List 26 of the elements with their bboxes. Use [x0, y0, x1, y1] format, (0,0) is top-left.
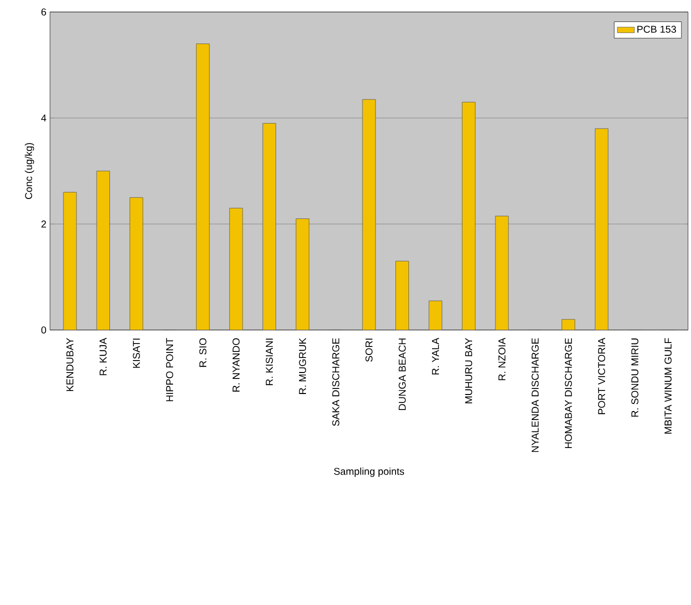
x-tick-label: PORT VICTORIA: [598, 338, 606, 414]
y-tick-label: 0: [41, 326, 46, 334]
x-tick-label: KENDUBAY: [66, 338, 74, 392]
y-tick-label: 6: [41, 8, 46, 16]
x-tick-label: R. MUGRUK: [299, 338, 306, 394]
x-tick-label: HOMABAY DISCHARGE: [564, 338, 572, 448]
x-tick-label: SORI: [365, 338, 373, 362]
x-tick-label: R. SONDU MIRIU: [631, 338, 638, 417]
x-tick-label: HIPPO POINT: [166, 338, 174, 402]
x-tick-label: R. NYANDO: [232, 338, 240, 392]
y-tick-label: 4: [41, 114, 46, 122]
x-tick-label: SAKA DISCHARGE: [332, 338, 340, 426]
x-tick-label: MBITA WINUM GULF: [664, 338, 672, 434]
x-axis-title: Sampling points: [334, 468, 404, 477]
x-tick-label: R. KISIANI: [266, 338, 273, 386]
x-tick-label: R. NZOIA: [498, 338, 506, 380]
y-tick-label: 2: [41, 220, 46, 228]
x-tick-label: R. YALA: [432, 338, 439, 374]
x-tick-label: MUHURU BAY: [465, 338, 472, 404]
legend-label: PCB 153: [637, 26, 676, 33]
x-tick-label: R. SIO: [199, 338, 206, 367]
x-tick-label: KISATI: [132, 338, 140, 368]
x-tick-label: NYALENDA DISCHARGE: [532, 338, 539, 452]
x-tick-label: R. KUJA: [100, 338, 107, 376]
y-axis-title: Conc (ug/kg): [24, 143, 34, 200]
x-tick-label: DUNGA BEACH: [398, 338, 406, 410]
